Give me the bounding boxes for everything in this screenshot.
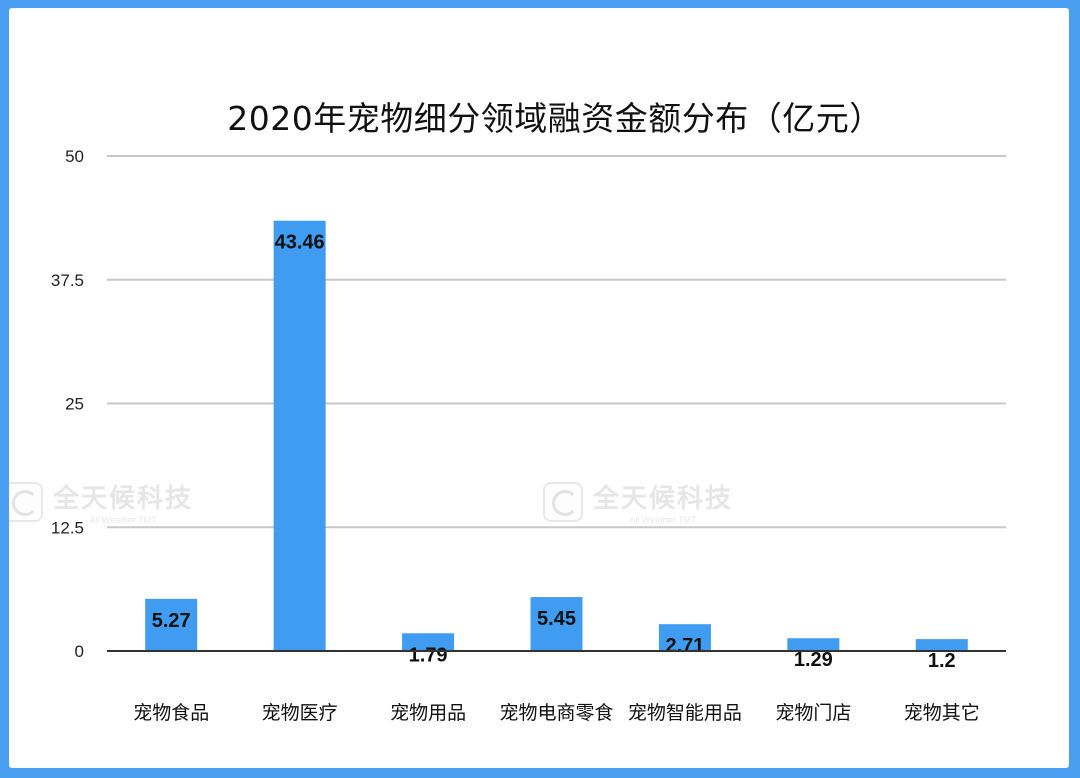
bar (787, 638, 840, 651)
y-tick-label: 0 (75, 642, 84, 661)
bar (273, 220, 326, 651)
chart-frame: 2020年宠物细分领域融资金额分布（亿元） 0 12.5 25 37.5 50 5.27 宠… (9, 8, 1069, 768)
data-label: 1.2 (928, 650, 956, 672)
x-tick-label: 宠物电商零食 (499, 702, 613, 724)
data-label: 2.71 (665, 635, 704, 657)
bar (530, 597, 583, 651)
data-label: 43.46 (275, 232, 325, 254)
data-label: 5.45 (537, 608, 576, 630)
y-tick-label: 25 (65, 395, 84, 414)
x-tick-label: 宠物其它 (904, 702, 980, 724)
x-tick-label: 宠物用品 (390, 702, 466, 724)
bar-chart: 0 12.5 25 37.5 50 5.27 宠物食品 43.46 宠物医疗 1.79 宠物用品 5.… (51, 147, 1006, 724)
chart-title: 2020年宠物细分领域融资金额分布（亿元） (227, 99, 883, 138)
x-tick-label: 宠物医疗 (262, 702, 338, 724)
bar (402, 633, 455, 651)
bar (145, 598, 198, 651)
bar (658, 624, 711, 651)
data-label: 1.29 (794, 649, 833, 671)
x-tick-label: 宠物门店 (775, 702, 851, 724)
x-tick-label: 宠物智能用品 (628, 702, 742, 724)
y-tick-label: 12.5 (51, 518, 84, 537)
y-tick-label: 37.5 (51, 271, 84, 290)
data-label: 1.79 (409, 644, 448, 666)
y-tick-label: 50 (65, 147, 84, 166)
x-tick-label: 宠物食品 (133, 702, 209, 724)
bar (915, 639, 968, 651)
data-label: 5.27 (152, 610, 191, 632)
